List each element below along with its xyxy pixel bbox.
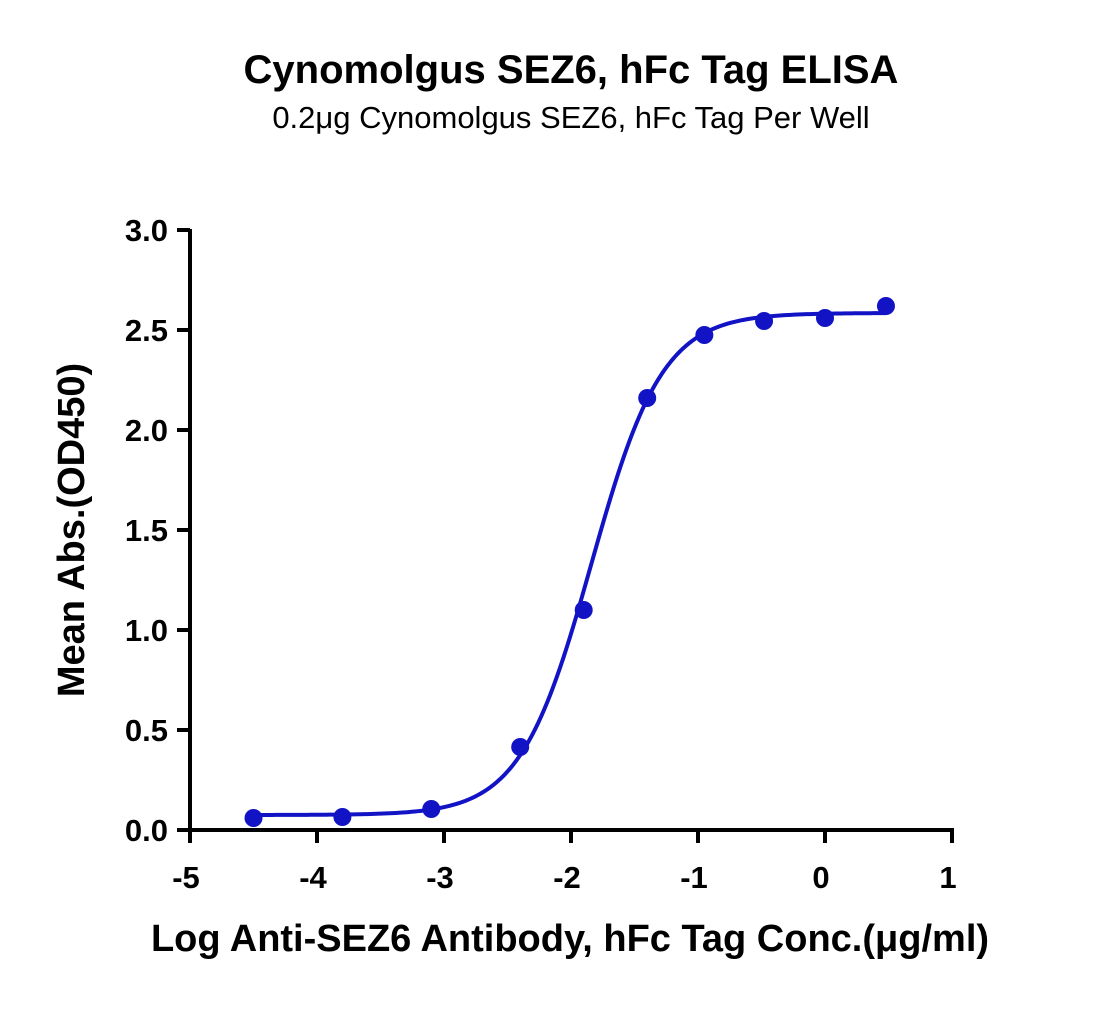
y-tick-label: 0.5 bbox=[125, 713, 168, 748]
data-point bbox=[244, 809, 263, 827]
x-tick-label: 1 bbox=[939, 860, 956, 895]
data-point bbox=[816, 309, 834, 327]
data-point bbox=[422, 800, 441, 818]
x-tick-label: -4 bbox=[299, 860, 327, 895]
y-axis-label: Mean Abs.(OD450) bbox=[51, 363, 93, 697]
data-point bbox=[511, 738, 530, 756]
y-tick-label: 2.5 bbox=[125, 313, 168, 348]
x-tick-label: -3 bbox=[426, 860, 454, 895]
chart-title: Cynomolgus SEZ6, hFc Tag ELISA bbox=[244, 48, 899, 92]
data-point bbox=[574, 601, 593, 619]
data-point bbox=[333, 808, 352, 826]
data-point bbox=[695, 326, 714, 344]
x-axis-label: Log Anti-SEZ6 Antibody, hFc Tag Conc.(μg… bbox=[151, 918, 989, 960]
y-tick-label: 1.5 bbox=[125, 513, 168, 548]
data-point bbox=[755, 312, 774, 330]
plot-area: 0.0 0.5 1.0 1.5 2.0 2.5 3.0 -5 -4 -3 -2 -1 0 1 bbox=[125, 213, 957, 895]
x-tick-label: -2 bbox=[553, 860, 581, 895]
y-tick-label: 3.0 bbox=[125, 213, 168, 248]
chart-subtitle: 0.2μg Cynomolgus SEZ6, hFc Tag Per Well bbox=[272, 100, 869, 135]
x-tick-label: -5 bbox=[172, 860, 200, 895]
x-tick-label: 0 bbox=[812, 860, 829, 895]
data-point bbox=[638, 389, 657, 407]
fit-curve-line bbox=[251, 311, 888, 817]
y-tick-label: 1.0 bbox=[125, 613, 168, 648]
y-tick-label: 2.0 bbox=[125, 413, 168, 448]
y-tick-label: 0.0 bbox=[125, 813, 168, 848]
data-point bbox=[876, 297, 895, 315]
x-tick-label: -1 bbox=[680, 860, 708, 895]
